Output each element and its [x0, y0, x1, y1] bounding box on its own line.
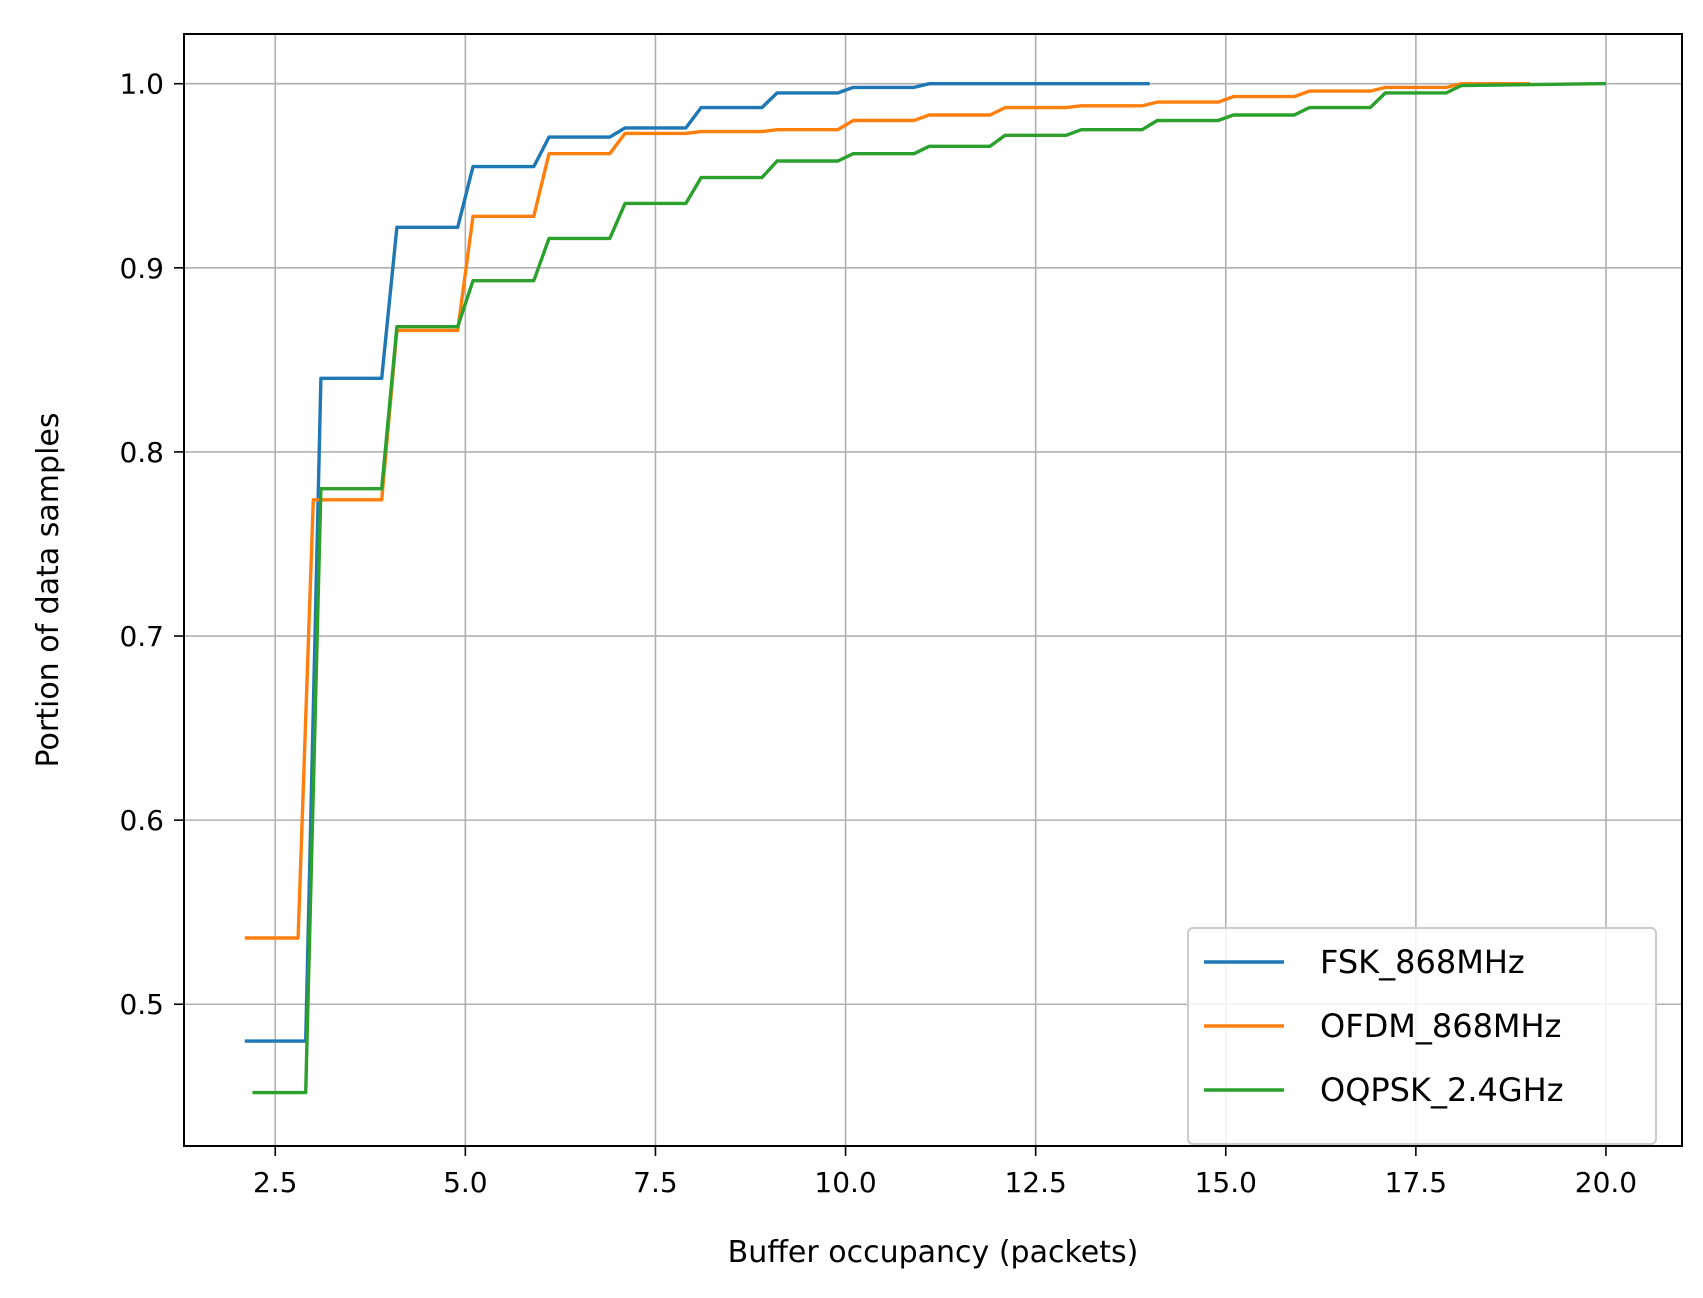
y-tick-label: 0.6: [119, 804, 164, 837]
legend: FSK_868MHz OFDM_868MHz OQPSK_2.4GHz: [1187, 927, 1657, 1145]
y-tick-label: 0.9: [119, 252, 164, 285]
series-line-ofdm-868mhz: [244, 81, 1530, 940]
y-axis-title: Portion of data samples: [31, 413, 66, 768]
series-line-fsk-868mhz: [244, 81, 1150, 1043]
x-tick-label: 7.5: [633, 1166, 678, 1199]
series-line-oqpsk-2-4ghz: [252, 81, 1606, 1095]
legend-label: FSK_868MHz: [1320, 943, 1525, 981]
legend-label: OQPSK_2.4GHz: [1320, 1071, 1564, 1109]
x-tick-label: 2.5: [253, 1166, 298, 1199]
x-tick-label: 20.0: [1575, 1166, 1637, 1199]
y-tick-label: 0.7: [119, 620, 164, 653]
x-axis-title: Buffer occupancy (packets): [728, 1235, 1139, 1270]
x-tick-label: 10.0: [814, 1166, 876, 1199]
y-tick-label: 0.5: [119, 988, 164, 1021]
x-tick-label: 12.5: [1004, 1166, 1066, 1199]
y-tick-label: 1.0: [119, 68, 164, 101]
x-tick-label: 5.0: [443, 1166, 488, 1199]
series-group: [244, 81, 1606, 1095]
plot-frame: [183, 33, 1683, 1147]
legend-label: OFDM_868MHz: [1320, 1007, 1561, 1045]
y-tick-label: 0.8: [119, 436, 164, 469]
axis-ticks: 2.5 5.0 7.5 10.0 12.5 15.0 17.5 20.0 0.5 0.6 0.7 0.…: [119, 68, 1637, 1199]
legend-box: [1187, 927, 1657, 1145]
x-tick-label: 15.0: [1195, 1166, 1257, 1199]
x-tick-label: 17.5: [1385, 1166, 1447, 1199]
